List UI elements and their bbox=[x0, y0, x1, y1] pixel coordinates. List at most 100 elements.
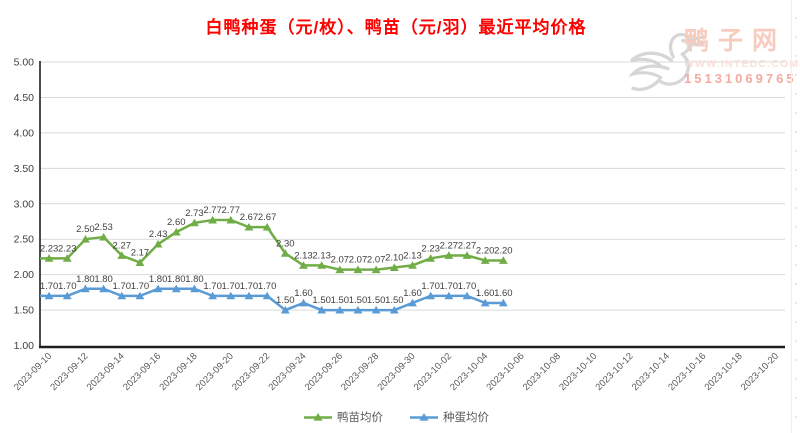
data-point-marker bbox=[408, 298, 417, 307]
data-label: 2.27 bbox=[458, 240, 477, 251]
data-point-marker bbox=[262, 222, 272, 231]
y-tick-label: 4.00 bbox=[14, 127, 35, 139]
data-label: 2.13 bbox=[403, 250, 422, 261]
data-point-marker bbox=[171, 284, 181, 293]
data-label: 1.50 bbox=[312, 295, 331, 306]
data-point-marker bbox=[190, 284, 199, 293]
data-label: 2.73 bbox=[185, 208, 204, 219]
data-label: 1.70 bbox=[421, 281, 440, 292]
data-point-marker bbox=[317, 261, 327, 269]
data-point-marker bbox=[353, 265, 363, 274]
data-point-marker bbox=[408, 261, 417, 269]
x-tick-label: 2023-10-08 bbox=[521, 351, 563, 393]
data-label: 2.20 bbox=[476, 245, 495, 256]
data-point-marker bbox=[444, 291, 454, 300]
data-label: 1.50 bbox=[385, 295, 404, 306]
data-point-marker bbox=[498, 256, 508, 264]
data-label: 2.17 bbox=[131, 248, 150, 259]
data-label: 1.70 bbox=[222, 281, 241, 292]
data-label: 2.23 bbox=[421, 243, 440, 254]
x-tick-label: 2023-09-10 bbox=[12, 351, 54, 393]
data-point-marker bbox=[226, 215, 236, 224]
data-point-marker bbox=[44, 254, 54, 262]
y-tick-label: 2.00 bbox=[14, 269, 35, 281]
data-point-marker bbox=[335, 305, 345, 314]
data-label: 2.67 bbox=[258, 212, 277, 223]
y-tick-label: 4.50 bbox=[14, 92, 35, 104]
x-tick-label: 2023-09-30 bbox=[375, 351, 417, 393]
data-label: 2.23 bbox=[58, 243, 77, 254]
data-point-marker bbox=[353, 305, 363, 314]
data-label: 2.50 bbox=[76, 224, 95, 235]
data-label: 1.70 bbox=[131, 281, 150, 292]
data-point-marker bbox=[99, 284, 108, 293]
data-label: 2.67 bbox=[240, 212, 259, 223]
legend-item-duckling-price: 鸭苗均价 bbox=[303, 409, 383, 425]
x-tick-label: 2023-09-16 bbox=[121, 351, 163, 393]
data-label: 1.70 bbox=[40, 281, 59, 292]
data-label: 2.27 bbox=[113, 240, 132, 251]
data-point-marker bbox=[498, 298, 508, 307]
x-tick-label: 2023-10-14 bbox=[630, 351, 672, 393]
data-point-marker bbox=[99, 232, 108, 241]
sheet-edge-line bbox=[791, 0, 792, 433]
y-tick-label: 1.50 bbox=[14, 305, 35, 317]
data-point-marker bbox=[335, 265, 345, 274]
data-point-marker bbox=[389, 263, 399, 271]
chart-legend: 鸭苗均价 种蛋均价 bbox=[0, 406, 792, 428]
y-tick-label: 3.00 bbox=[14, 198, 35, 210]
data-point-marker bbox=[208, 291, 218, 300]
x-tick-label: 2023-10-16 bbox=[666, 351, 708, 393]
data-label: 2.23 bbox=[40, 243, 59, 254]
data-label: 1.50 bbox=[331, 295, 350, 306]
data-point-marker bbox=[299, 261, 308, 269]
x-tick-label: 2023-10-06 bbox=[484, 351, 526, 393]
x-tick-label: 2023-09-18 bbox=[157, 351, 199, 393]
data-label: 1.70 bbox=[240, 281, 259, 292]
data-point-marker bbox=[462, 291, 472, 300]
data-label: 1.80 bbox=[76, 274, 95, 285]
data-label: 2.13 bbox=[294, 250, 313, 261]
data-point-marker bbox=[244, 291, 254, 300]
data-point-marker bbox=[371, 305, 381, 314]
y-tick-label: 3.50 bbox=[14, 163, 35, 175]
data-point-marker bbox=[81, 234, 90, 243]
data-point-marker bbox=[153, 284, 163, 293]
data-label: 1.50 bbox=[367, 295, 386, 306]
data-label: 2.30 bbox=[276, 238, 295, 249]
series-line-egg bbox=[40, 287, 504, 312]
sheet-edge-ticks bbox=[795, 0, 797, 433]
data-label: 2.60 bbox=[167, 217, 186, 228]
data-point-marker bbox=[117, 251, 127, 259]
x-tick-label: 2023-09-22 bbox=[230, 351, 272, 393]
data-label: 2.27 bbox=[440, 240, 459, 251]
data-label: 2.20 bbox=[494, 245, 513, 256]
data-point-marker bbox=[371, 265, 381, 274]
data-point-marker bbox=[244, 222, 254, 231]
data-label: 1.80 bbox=[167, 274, 186, 285]
y-tick-label: 2.50 bbox=[14, 234, 35, 246]
data-label: 2.13 bbox=[312, 250, 331, 261]
x-tick-label: 2023-09-26 bbox=[303, 351, 345, 393]
data-label: 2.43 bbox=[149, 229, 168, 240]
data-point-marker bbox=[444, 251, 454, 259]
x-tick-label: 2023-10-12 bbox=[594, 351, 636, 393]
data-label: 1.70 bbox=[203, 281, 222, 292]
data-label: 1.50 bbox=[349, 295, 368, 306]
x-tick-label: 2023-09-24 bbox=[266, 351, 308, 393]
legend-marker-egg-icon bbox=[410, 413, 438, 421]
data-label: 1.60 bbox=[294, 288, 313, 299]
data-point-marker bbox=[280, 305, 290, 314]
data-point-marker bbox=[262, 291, 272, 300]
data-label: 1.80 bbox=[149, 274, 168, 285]
data-point-marker bbox=[153, 239, 163, 248]
x-tick-label: 2023-09-20 bbox=[194, 351, 236, 393]
x-tick-label: 2023-10-10 bbox=[557, 351, 599, 393]
data-label: 2.10 bbox=[385, 253, 404, 264]
legend-label-duckling: 鸭苗均价 bbox=[337, 412, 383, 424]
data-point-marker bbox=[280, 249, 290, 257]
data-point-marker bbox=[426, 254, 436, 262]
data-point-marker bbox=[135, 258, 145, 266]
